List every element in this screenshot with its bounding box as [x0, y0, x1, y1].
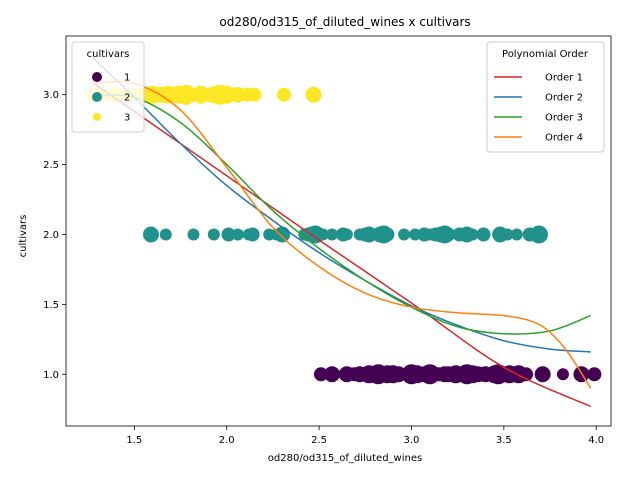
data-point-cultivar-1	[313, 367, 328, 382]
series-legend-label: Order 1	[545, 73, 583, 84]
y-tick-label: 2.0	[43, 230, 59, 241]
data-point-cultivar-2	[326, 228, 339, 241]
data-point-cultivar-2	[231, 228, 244, 241]
series-legend-title: Polynomial Order	[502, 49, 589, 60]
data-point-cultivar-2	[142, 226, 159, 243]
data-point-cultivar-2	[441, 227, 456, 242]
series-legend-label: Order 2	[545, 93, 583, 104]
series-legend: Polynomial Order Order 1 Order 2 Order 3 Ord…	[486, 41, 605, 153]
data-point-cultivar-2	[274, 226, 291, 243]
chart-title: od280/od315_of_diluted_wines x cultivars	[219, 15, 470, 29]
scatter-legend-marker	[92, 92, 102, 102]
data-point-cultivar-2	[207, 228, 220, 241]
data-point-cultivar-2	[501, 228, 514, 241]
data-point-cultivar-2	[159, 228, 172, 241]
series-legend-label: Order 4	[545, 133, 583, 144]
y-tick-label: 2.5	[43, 160, 59, 171]
y-axis-title: cultivars	[18, 215, 29, 258]
data-point-cultivar-2	[316, 228, 329, 241]
fit-line-order-2	[91, 56, 591, 353]
x-tick-label: 1.5	[126, 435, 142, 446]
data-point-cultivar-3	[277, 87, 291, 102]
axes-frame	[65, 35, 612, 427]
x-tick-label: 2.5	[311, 435, 327, 446]
fit-line-order-3	[91, 94, 591, 335]
scatter-legend-label: 3	[124, 113, 130, 124]
data-point-cultivar-1	[556, 368, 569, 381]
scatter-legend-title: cultivars	[87, 49, 130, 60]
data-point-cultivar-2	[380, 227, 395, 242]
fit-line-order-4	[91, 80, 592, 389]
data-point-cultivar-3	[305, 86, 322, 103]
x-tick-label: 2.0	[219, 435, 235, 446]
series-legend-label: Order 3	[545, 113, 583, 124]
scatter-legend-box	[71, 41, 145, 133]
data-point-cultivar-3	[247, 87, 262, 102]
data-point-cultivar-1	[324, 366, 341, 383]
data-point-cultivar-2	[398, 228, 411, 241]
data-point-cultivar-2	[466, 228, 479, 241]
scatter-legend-marker	[92, 72, 102, 82]
series-legend-box	[486, 41, 605, 153]
data-point-cultivar-2	[221, 227, 236, 242]
x-axis-title: od280/od315_of_diluted_wines	[268, 453, 422, 464]
x-tick-label: 3.0	[404, 435, 420, 446]
scatter-legend-marker	[93, 113, 101, 121]
data-point-cultivar-2	[476, 227, 491, 242]
y-tick-label: 3.0	[43, 90, 59, 101]
y-tick-label: 1.5	[43, 300, 59, 311]
data-point-cultivar-2	[245, 227, 260, 242]
fit-lines	[91, 56, 592, 408]
data-point-cultivar-1	[534, 366, 551, 383]
y-tick-label: 1.0	[43, 370, 59, 381]
scatter-legend: cultivars 1 2 3	[71, 41, 145, 133]
scatter-legend-label: 2	[124, 93, 130, 104]
data-point-cultivar-2	[340, 228, 353, 241]
data-point-cultivar-1	[587, 367, 602, 382]
x-tick-label: 3.5	[496, 435, 512, 446]
data-point-cultivar-2	[529, 225, 548, 244]
x-tick-label: 4.0	[588, 435, 604, 446]
data-point-cultivar-2	[187, 228, 200, 241]
axes: 1.5 2.0 2.5 3.0 3.5 4.0 1.0 1.5 2.0 2.5 3.0	[43, 35, 612, 446]
data-point-cultivar-2	[510, 228, 523, 241]
scatter-legend-label: 1	[124, 73, 130, 84]
